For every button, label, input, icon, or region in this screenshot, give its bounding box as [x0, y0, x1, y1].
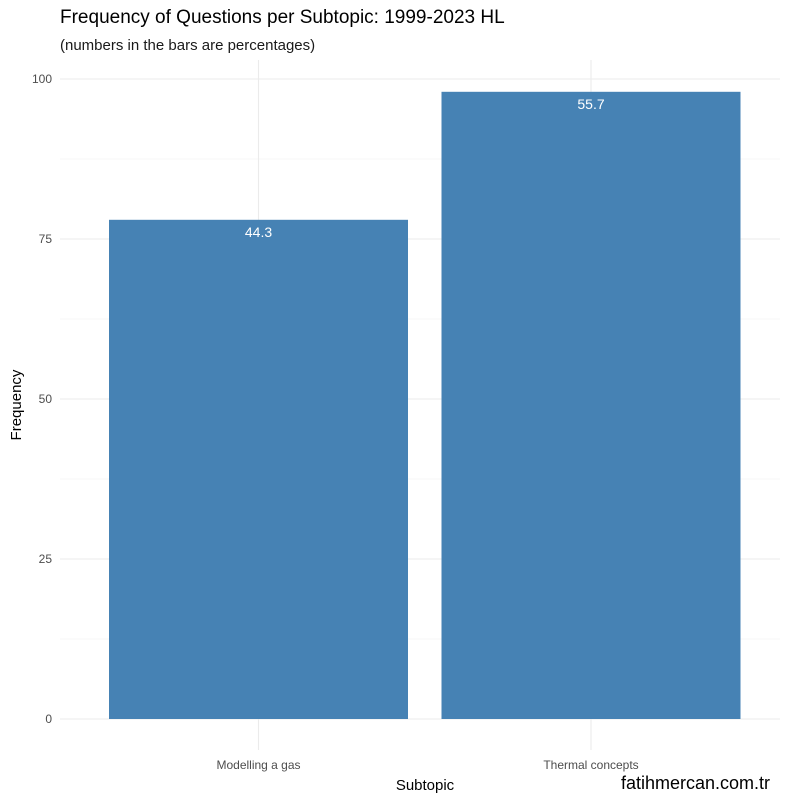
ticks-layer: 0 25 50 75 100 Modelling a gas Thermal concept…	[32, 72, 639, 772]
bar	[441, 91, 741, 720]
bars-layer	[109, 91, 741, 720]
labels-layer: 44.3 55.7	[245, 96, 605, 240]
chart-subtitle: (numbers in the bars are percentages)	[60, 37, 315, 54]
y-tick-label: 0	[45, 712, 52, 726]
y-axis-title: Frequency	[8, 369, 25, 440]
y-tick-label: 50	[39, 392, 53, 406]
watermark: fatihmercan.com.tr	[621, 773, 770, 793]
x-tick-label: Modelling a gas	[216, 758, 300, 772]
bar-data-label: 44.3	[245, 224, 272, 240]
y-tick-label: 100	[32, 72, 52, 86]
bar-data-label: 55.7	[577, 96, 604, 112]
x-tick-label: Thermal concepts	[543, 758, 638, 772]
chart-title: Frequency of Questions per Subtopic: 199…	[60, 7, 505, 28]
bar	[109, 219, 408, 720]
y-tick-label: 25	[39, 552, 53, 566]
y-tick-label: 75	[39, 232, 53, 246]
x-axis-title: Subtopic	[396, 777, 455, 794]
